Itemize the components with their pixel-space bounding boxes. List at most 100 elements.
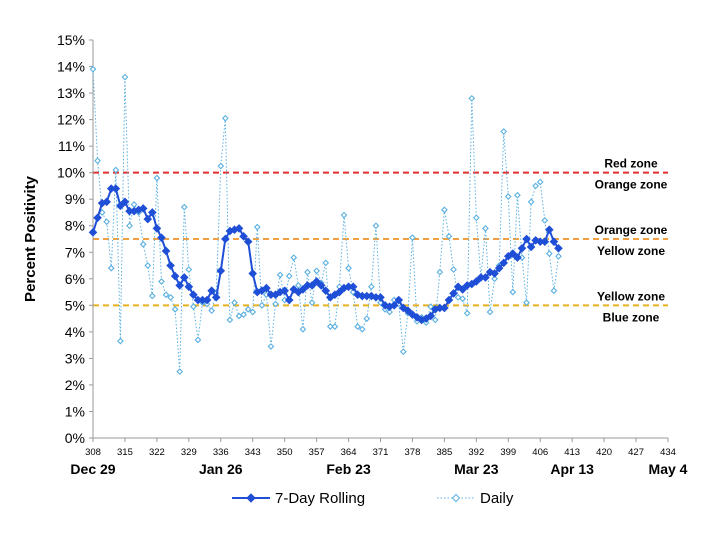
rolling-point (545, 225, 554, 235)
daily-point (139, 240, 147, 248)
daily-point (441, 206, 448, 214)
x-tick-label: 413 (564, 447, 580, 458)
rolling-point (211, 293, 221, 302)
rolling-point (189, 290, 198, 300)
daily-point (176, 368, 184, 376)
rolling-point (376, 293, 385, 302)
daily-point (226, 316, 234, 324)
rolling-point (499, 258, 509, 268)
x-tick-label: 364 (341, 447, 357, 458)
daily-point (126, 222, 133, 230)
daily-point (500, 128, 508, 135)
daily-point (171, 305, 179, 313)
rolling-point (202, 295, 212, 305)
y-tick-label: 11% (58, 138, 85, 154)
daily-point (367, 283, 375, 291)
daily-point (121, 73, 129, 81)
rolling-point (485, 267, 495, 277)
legend-daily-label: Daily (480, 490, 514, 507)
daily-point (194, 336, 202, 344)
daily-point (555, 252, 562, 260)
rolling-point (298, 285, 308, 294)
daily-point (358, 325, 366, 333)
daily-point (308, 299, 316, 307)
rolling-point (248, 269, 258, 278)
x-tick-label: 434 (660, 447, 676, 458)
x-tick-label: 371 (373, 447, 389, 458)
rolling-point (88, 228, 98, 237)
rolling-point (531, 236, 540, 245)
daily-point (253, 223, 261, 231)
rolling-point (321, 286, 331, 296)
rolling-point (161, 246, 171, 256)
date-label: May 4 (649, 461, 688, 477)
date-label: Apr 13 (550, 461, 594, 477)
rolling-point (540, 237, 550, 246)
rolling-point (179, 273, 189, 282)
rolling-point (262, 283, 271, 293)
daily-point (459, 295, 467, 303)
daily-point (112, 166, 120, 174)
y-tick-label: 7% (65, 244, 85, 260)
daily-point (158, 278, 165, 285)
rolling-point (554, 243, 563, 253)
daily-point (107, 264, 115, 272)
rolling-point (481, 273, 490, 282)
daily-point (468, 94, 476, 102)
legend-rolling-marker (246, 493, 256, 503)
zone-label-above: Orange zone (595, 223, 668, 237)
daily-point (536, 178, 544, 186)
x-tick-label: 392 (468, 447, 484, 458)
rolling-point (93, 213, 102, 223)
daily-point (103, 218, 111, 226)
x-tick-label: 427 (628, 447, 644, 458)
x-tick-label: 378 (405, 447, 421, 458)
x-tick-label: 336 (213, 447, 229, 458)
y-tick-label: 5% (65, 297, 85, 313)
rolling-point (513, 253, 522, 262)
daily-point (89, 65, 97, 73)
daily-point (167, 293, 174, 301)
daily-point (185, 266, 193, 273)
daily-point (244, 305, 252, 313)
y-tick-label: 1% (65, 403, 85, 419)
y-tick-label: 10% (57, 165, 85, 181)
daily-point (436, 268, 444, 276)
daily-point (491, 275, 498, 283)
rolling-point (239, 232, 248, 241)
y-tick-label: 14% (57, 59, 85, 75)
daily-point (514, 191, 521, 199)
zone-label-above: Yellow zone (597, 289, 665, 303)
rolling-point (403, 306, 413, 315)
daily-point (550, 287, 558, 295)
daily-point (463, 309, 471, 317)
rolling-point (490, 269, 499, 278)
daily-point (326, 323, 334, 330)
rolling-point (207, 286, 216, 296)
daily-point (427, 303, 435, 311)
rolling-point (522, 234, 531, 244)
rolling-point (526, 242, 536, 252)
daily-point (340, 211, 348, 219)
daily-point (304, 268, 311, 276)
y-tick-label: 9% (65, 191, 85, 207)
daily-point (180, 203, 188, 211)
daily-point (272, 300, 279, 308)
daily-point (331, 323, 339, 330)
daily-point (249, 308, 257, 316)
y-tick-label: 8% (65, 218, 85, 234)
rolling-point (458, 285, 467, 294)
x-tick-label: 343 (245, 447, 261, 458)
daily-point (523, 299, 530, 307)
rolling-point (157, 233, 166, 242)
rolling-point (152, 224, 162, 233)
x-tick-label: 322 (149, 447, 165, 458)
rolling-point (216, 266, 226, 276)
daily-point (208, 307, 216, 315)
daily-point (345, 264, 352, 272)
rolling-point (517, 243, 527, 253)
daily-point (162, 291, 170, 299)
rolling-point (143, 214, 153, 224)
